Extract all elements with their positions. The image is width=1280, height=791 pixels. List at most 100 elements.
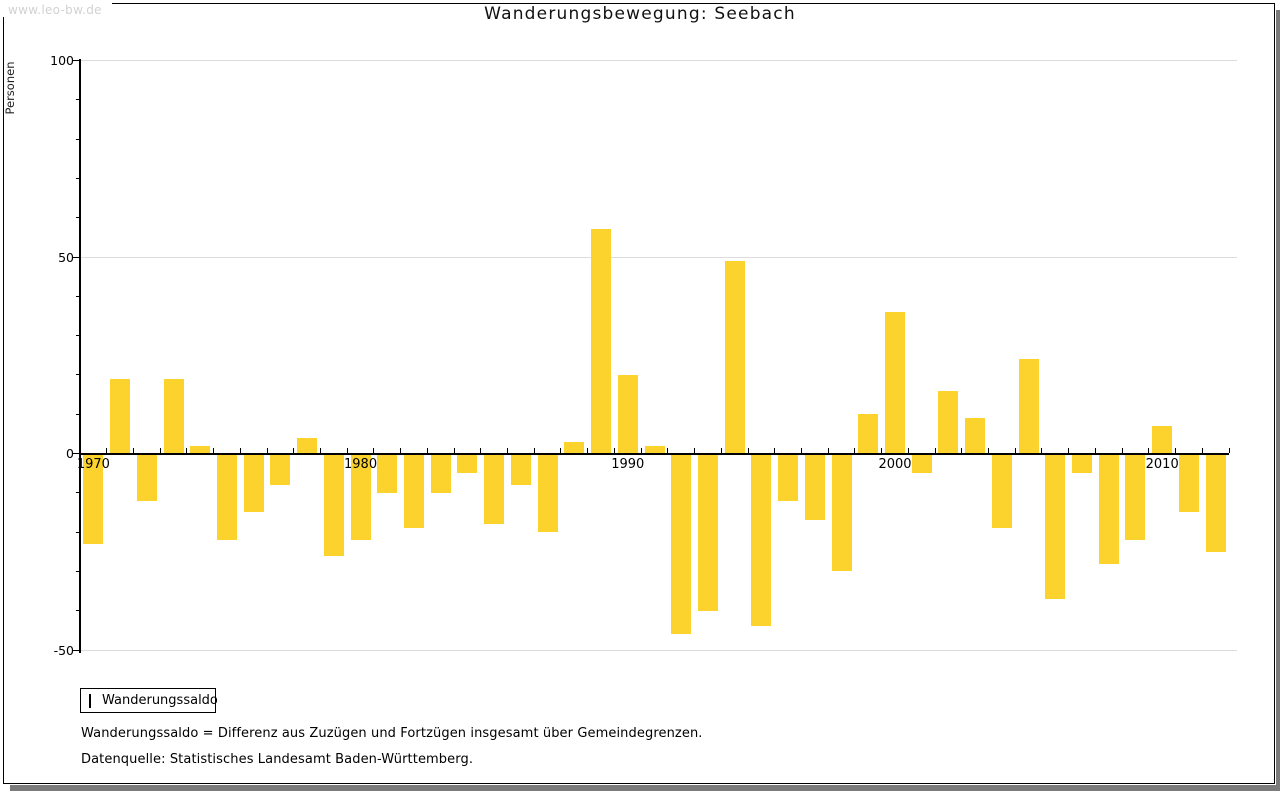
x-tick (186, 447, 188, 453)
bar-1972 (136, 453, 157, 501)
legend-swatch-wanderungssaldo (89, 693, 91, 708)
y-minor-tick (76, 531, 80, 533)
bar-1983 (430, 453, 451, 493)
frame-shadow-bottom (10, 785, 1280, 791)
x-tick (907, 447, 909, 453)
bar-1988 (564, 441, 585, 455)
x-tick (426, 447, 428, 453)
x-tick (507, 447, 509, 453)
x-tick (213, 447, 215, 453)
x-tick (640, 447, 642, 453)
footnote-definition: Wanderungssaldo = Differenz aus Zuzügen … (81, 726, 703, 741)
bar-1976 (243, 453, 264, 513)
y-major-tick-100 (72, 60, 80, 61)
bar-2008 (1098, 453, 1119, 564)
x-tick (239, 447, 241, 453)
x-tick (720, 447, 722, 453)
x-tick (934, 447, 936, 453)
frame-shadow-right (1276, 10, 1280, 791)
y-tick-label-50: 50 (58, 249, 74, 265)
bar-1971 (110, 378, 131, 455)
gridline-50 (80, 256, 1237, 258)
x-tick (1201, 447, 1203, 453)
bar-2003 (965, 418, 986, 455)
x-tick (373, 447, 375, 453)
x-tick (961, 447, 963, 453)
x-tick (1228, 447, 1230, 453)
x-tick (800, 447, 802, 453)
chart-title: Wanderungsbewegung: Seebach (484, 4, 796, 24)
x-tick-label-2010: 2010 (1145, 456, 1179, 472)
bar-2000 (884, 312, 905, 455)
bar-2012 (1205, 453, 1226, 552)
bar-2002 (938, 390, 959, 455)
bar-1982 (404, 453, 424, 529)
y-tick-label-100: 100 (50, 53, 74, 68)
legend-label: Wanderungssaldo (102, 693, 218, 708)
x-tick (132, 447, 134, 453)
x-tick-label-2000: 2000 (878, 456, 912, 472)
x-tick (1175, 447, 1177, 453)
x-tick (159, 447, 161, 453)
x-tick (988, 447, 989, 453)
y-minor-tick (76, 335, 80, 337)
y-minor-tick (76, 570, 80, 572)
bar-1991 (644, 445, 665, 455)
legend-box: Wanderungssaldo (80, 688, 218, 713)
x-tick (79, 447, 81, 453)
x-tick (747, 447, 749, 453)
gridline-100 (80, 60, 1237, 61)
x-tick-label-1980: 1980 (344, 456, 378, 472)
bar-2006 (1045, 453, 1066, 599)
x-tick (1041, 447, 1043, 453)
bar-2011 (1178, 453, 1199, 513)
y-major-tick-0 (72, 453, 80, 454)
x-tick (106, 447, 108, 453)
x-tick (774, 447, 776, 453)
bar-1996 (778, 453, 799, 501)
bar-1998 (831, 453, 852, 572)
x-tick-label-1970: 1970 (76, 456, 110, 472)
bar-1975 (216, 453, 237, 540)
bar-1986 (510, 453, 531, 485)
x-tick (1148, 447, 1150, 453)
x-tick (293, 447, 295, 453)
x-axis-line (80, 452, 1229, 455)
bar-2005 (1018, 359, 1039, 455)
y-tick-label--50: -50 (53, 642, 74, 658)
x-tick (533, 447, 535, 453)
x-tick (266, 447, 268, 453)
y-minor-tick (76, 413, 80, 415)
bar-1970 (83, 453, 104, 544)
bar-1977 (270, 453, 291, 485)
y-minor-tick (76, 610, 80, 612)
x-tick (694, 447, 696, 453)
x-tick (453, 447, 455, 453)
x-tick (827, 447, 829, 453)
bar-1990 (617, 374, 638, 455)
bar-2001 (911, 453, 932, 474)
bar-1999 (858, 414, 879, 455)
y-minor-tick (76, 217, 80, 219)
x-tick (613, 447, 615, 453)
y-minor-tick (76, 177, 80, 179)
x-tick (346, 447, 348, 453)
x-tick (560, 447, 562, 453)
x-tick (587, 447, 589, 453)
watermark-text: www.leo-bw.de (8, 3, 102, 17)
x-tick (480, 447, 482, 453)
bar-1973 (163, 378, 184, 455)
x-tick (1068, 447, 1070, 453)
bar-1978 (297, 437, 318, 455)
bar-2009 (1125, 453, 1146, 540)
x-tick (400, 447, 402, 453)
outer-frame-border (3, 3, 1275, 784)
bar-1984 (457, 453, 478, 474)
y-minor-tick (76, 138, 80, 140)
x-tick (881, 447, 883, 453)
bar-1994 (724, 260, 745, 455)
y-major-tick-50 (72, 256, 80, 258)
y-minor-tick (76, 295, 80, 297)
x-tick-label-1990: 1990 (611, 456, 645, 472)
